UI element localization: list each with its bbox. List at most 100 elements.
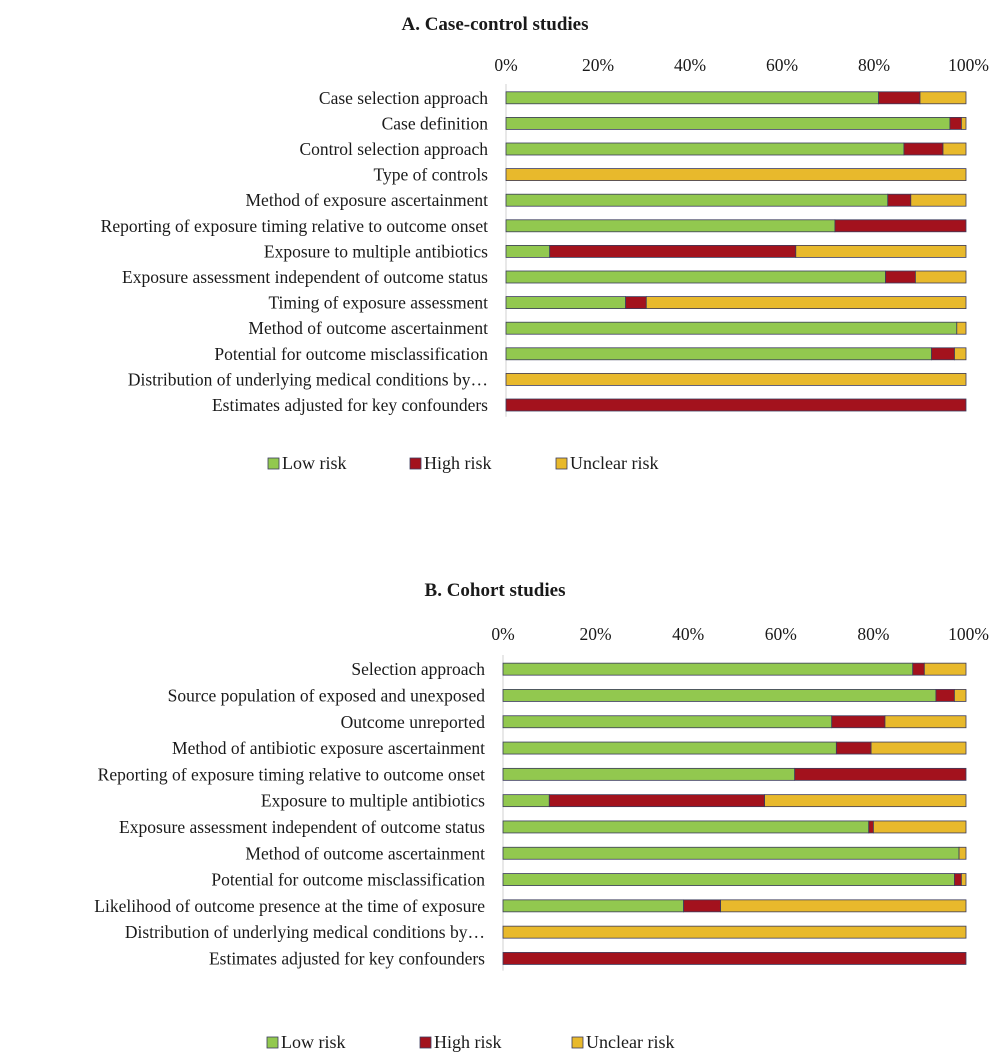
legend-item-high-risk: High risk (409, 453, 492, 473)
bar-segment-unclear-risk (961, 117, 967, 130)
x-tick-label: 60% (765, 624, 797, 644)
panel-b-cohort: B. Cohort studies 0% 20% 40% 60% 80% 100% Sel… (94, 580, 989, 1052)
x-tick-label: 20% (580, 624, 612, 644)
x-tick-label: 100% (948, 55, 989, 75)
bar-segment-high-risk (683, 899, 722, 913)
category-label: Control selection approach (299, 139, 488, 159)
category-label: Case selection approach (319, 88, 488, 108)
x-tick-label: 80% (858, 55, 890, 75)
x-tick-label: 0% (494, 55, 517, 75)
bar-segment-low-risk (505, 142, 905, 156)
bar-segment-high-risk (878, 91, 921, 105)
x-tick-label: 40% (674, 55, 706, 75)
category-label: Type of controls (374, 165, 489, 185)
bar-segment-high-risk (931, 347, 955, 361)
bar-segment-high-risk (949, 117, 962, 130)
legend-item-unclear-risk: Unclear risk (555, 453, 658, 473)
x-axis-ticks: 0% 20% 40% 60% 80% 100% (494, 55, 989, 75)
category-label: Potential for outcome misclassification (211, 870, 485, 890)
bar-segment-unclear-risk (720, 899, 967, 913)
bar-segment-unclear-risk (910, 193, 967, 207)
bar-segment-low-risk (505, 193, 889, 207)
bar-row-method-of-outcome-ascertainment: Method of outcome ascertainment (245, 843, 967, 863)
category-label: Likelihood of outcome presence at the ti… (94, 896, 485, 916)
category-label: Method of outcome ascertainment (248, 318, 488, 338)
bar-row-exposure-assessment-independent-of-outcome-status: Exposure assessment independent of outco… (122, 267, 967, 287)
legend-label: High risk (434, 1032, 502, 1052)
bar-segment-unclear-risk (958, 846, 967, 860)
bar-segment-high-risk (954, 873, 962, 886)
legend: Low risk High risk Unclear risk (267, 453, 658, 473)
bar-segment-low-risk (502, 741, 837, 755)
bar-segment-low-risk (502, 662, 914, 676)
legend-swatch (555, 457, 568, 470)
bar-row-distribution-of-underlying-medical-conditions-by: Distribution of underlying medical condi… (128, 369, 967, 389)
bar-segment-high-risk (835, 741, 872, 755)
legend-label: Unclear risk (586, 1032, 674, 1052)
x-axis-ticks: 0% 20% 40% 60% 80% 100% (491, 624, 989, 644)
bar-segment-high-risk (549, 244, 797, 258)
bar-row-estimates-adjusted-for-key-confounders: Estimates adjusted for key confounders (212, 395, 967, 415)
category-label: Exposure to multiple antibiotics (261, 791, 485, 811)
bar-segment-low-risk (502, 899, 684, 913)
legend-swatch (266, 1036, 279, 1049)
bar-row-method-of-antibiotic-exposure-ascertainment: Method of antibiotic exposure ascertainm… (172, 738, 967, 758)
bar-row-source-population-of-exposed-and-unexposed: Source population of exposed and unexpos… (168, 685, 967, 705)
bar-row-exposure-assessment-independent-of-outcome-status: Exposure assessment independent of outco… (119, 817, 967, 837)
x-tick-label: 60% (766, 55, 798, 75)
bar-segment-low-risk (505, 244, 551, 258)
bar-segment-unclear-risk (505, 372, 967, 386)
bar-row-potential-for-outcome-misclassification: Potential for outcome misclassification (214, 344, 967, 364)
bar-row-estimates-adjusted-for-key-confounders: Estimates adjusted for key confounders (209, 948, 967, 968)
legend-item-high-risk: High risk (419, 1032, 502, 1052)
bar-segment-unclear-risk (923, 662, 967, 676)
bar-segment-high-risk (903, 142, 944, 156)
legend-swatch (419, 1036, 432, 1049)
bar-row-method-of-exposure-ascertainment: Method of exposure ascertainment (246, 190, 967, 210)
bar-segment-unclear-risk (873, 820, 967, 834)
panel-title: A. Case-control studies (401, 14, 588, 35)
x-tick-label: 20% (582, 55, 614, 75)
legend-item-low-risk: Low risk (267, 453, 347, 473)
category-label: Timing of exposure assessment (268, 293, 488, 313)
bar-segment-high-risk (887, 193, 912, 207)
bar-segment-unclear-risk (960, 873, 967, 886)
legend-item-unclear-risk: Unclear risk (571, 1032, 674, 1052)
bar-segment-unclear-risk (502, 925, 967, 939)
bar-segment-low-risk (502, 846, 960, 860)
category-label: Exposure assessment independent of outco… (122, 267, 488, 287)
panel-title: B. Cohort studies (425, 580, 566, 601)
x-tick-label: 80% (857, 624, 889, 644)
bar-segment-low-risk (502, 794, 550, 808)
bar-segment-low-risk (505, 347, 932, 361)
bar-segment-low-risk (505, 91, 880, 105)
bar-row-potential-for-outcome-misclassification: Potential for outcome misclassification (211, 870, 967, 890)
bar-segment-high-risk (912, 662, 925, 676)
bar-row-selection-approach: Selection approach (351, 659, 967, 679)
bar-segment-unclear-risk (764, 794, 967, 808)
bar-segment-high-risk (885, 270, 916, 284)
category-label: Method of exposure ascertainment (246, 190, 489, 210)
category-label: Estimates adjusted for key confounders (209, 948, 485, 968)
bar-segment-high-risk (625, 296, 647, 310)
bar-segment-unclear-risk (645, 296, 967, 310)
legend-swatch (409, 457, 422, 470)
bar-segment-high-risk (505, 398, 967, 412)
legend-label: Low risk (282, 453, 347, 473)
bar-row-reporting-of-exposure-timing-relative-to-outcome-onset: Reporting of exposure timing relative to… (98, 764, 967, 784)
category-label: Method of antibiotic exposure ascertainm… (172, 738, 485, 758)
x-tick-label: 100% (948, 624, 989, 644)
bar-segment-low-risk (505, 270, 886, 284)
bar-row-outcome-unreported: Outcome unreported (341, 712, 967, 732)
bar-row-exposure-to-multiple-antibiotics: Exposure to multiple antibiotics (261, 791, 967, 811)
category-label: Selection approach (351, 659, 485, 679)
bar-segment-high-risk (868, 820, 874, 834)
bar-segment-high-risk (794, 767, 967, 781)
bar-row-reporting-of-exposure-timing-relative-to-outcome-onset: Reporting of exposure timing relative to… (101, 216, 967, 236)
bar-row-timing-of-exposure-assessment: Timing of exposure assessment (268, 293, 967, 313)
bar-row-type-of-controls: Type of controls (374, 165, 967, 185)
legend-label: High risk (424, 453, 492, 473)
bar-segment-low-risk (505, 117, 951, 130)
bar-segment-unclear-risk (954, 347, 967, 361)
